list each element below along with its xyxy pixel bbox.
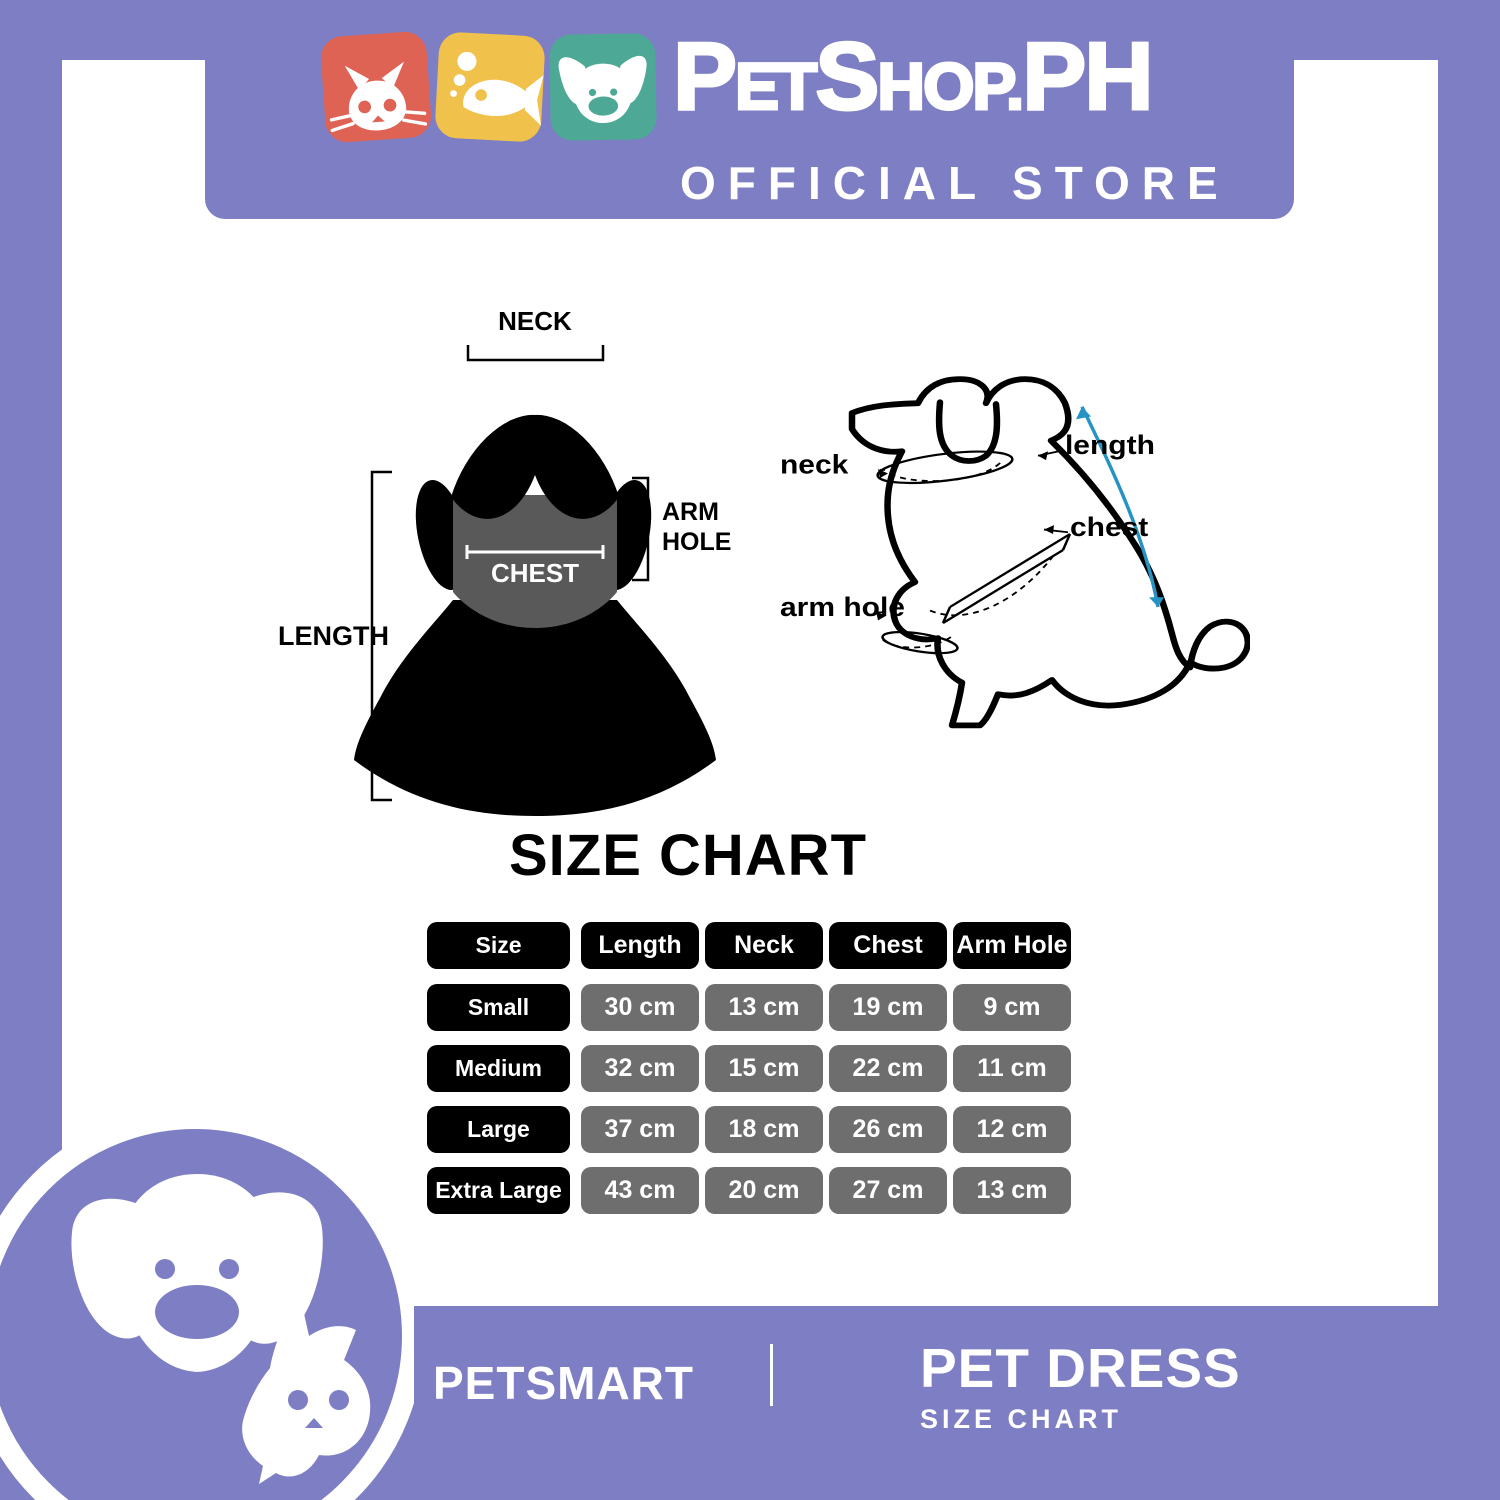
svg-text:HOLE: HOLE bbox=[662, 528, 731, 556]
svg-text:chest: chest bbox=[1070, 512, 1149, 542]
svg-text:LENGTH: LENGTH bbox=[278, 621, 389, 651]
svg-text:ARM: ARM bbox=[662, 498, 719, 526]
svg-text:length: length bbox=[1065, 430, 1155, 460]
svg-text:NECK: NECK bbox=[498, 306, 572, 336]
svg-text:arm hole: arm hole bbox=[780, 592, 905, 622]
svg-text:neck: neck bbox=[780, 450, 849, 480]
svg-text:CHEST: CHEST bbox=[491, 558, 579, 588]
